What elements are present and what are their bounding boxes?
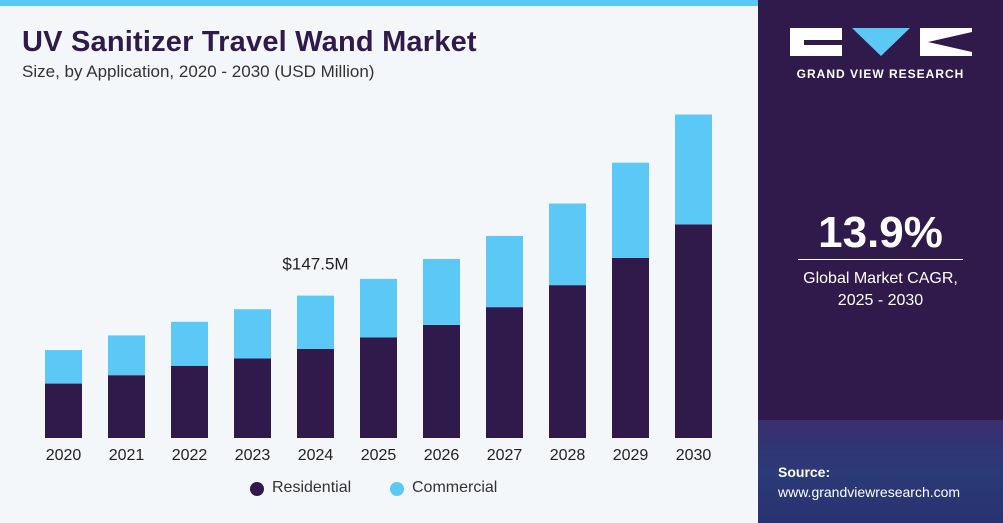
cagr-divider [798,259,963,260]
legend-label-residential: Residential [272,479,352,496]
bar-residential-2025 [360,337,397,438]
side-panel: GRAND VIEW RESEARCH 13.9% Global Market … [758,0,1003,523]
bar-commercial-2024 [297,295,334,350]
cagr-value: 13.9% [818,208,943,257]
bar-residential-2021 [108,375,145,438]
accent-bar [0,0,758,6]
side-panel-footer [758,420,1003,523]
chart-subtitle: Size, by Application, 2020 - 2030 (USD M… [22,62,375,81]
source-url: www.grandviewresearch.com [778,484,961,500]
bar-commercial-2030 [675,114,712,225]
bar-residential-2030 [675,224,712,438]
x-tick-label-2020: 2020 [46,447,82,464]
bar-residential-2028 [549,285,586,438]
x-tick-label-2029: 2029 [613,447,649,464]
bar-commercial-2022 [171,321,208,366]
bar-commercial-2023 [234,309,271,359]
legend-label-commercial: Commercial [412,479,498,496]
chart-legend: Residential Commercial [0,479,758,501]
bar-residential-2024 [297,349,334,438]
bar-commercial-2021 [108,335,145,376]
grand-view-research-logo [790,28,972,56]
cagr-label: Global Market CAGR, 2025 - 2030 [758,268,1003,312]
bar-residential-2020 [45,383,82,438]
x-tick-label-2025: 2025 [361,447,397,464]
x-tick-label-2021: 2021 [109,447,145,464]
x-tick-label-2023: 2023 [235,447,271,464]
x-tick-label-2028: 2028 [550,447,586,464]
bar-commercial-2025 [360,278,397,338]
bar-chart: 2020 2021 2022 2023 2024 2025 2026 2027 2028 2029… [45,114,712,464]
x-tick-label-2030: 2030 [676,447,712,464]
x-tick-label-2024: 2024 [298,447,334,464]
cagr-label-line1: Global Market CAGR, [803,270,958,287]
logo-wordmark: GRAND VIEW RESEARCH [796,67,965,81]
chart-title: UV Sanitizer Travel Wand Market [22,26,477,58]
bar-residential-2023 [234,358,271,438]
bar-commercial-2026 [423,258,460,325]
bar-commercial-2029 [612,162,649,258]
bar-residential-2022 [171,365,208,438]
bar-residential-2029 [612,257,649,438]
x-tick-label-2022: 2022 [172,447,208,464]
cagr-label-line2: 2025 - 2030 [837,292,924,309]
bar-residential-2027 [486,307,523,438]
x-tick-label-2027: 2027 [487,447,523,464]
chart-panel: UV Sanitizer Travel Wand Market Size, by… [0,0,758,523]
x-tick-label-2026: 2026 [424,447,460,464]
bar-commercial-2027 [486,235,523,308]
bar-residential-2026 [423,324,460,438]
source-label: Source: [778,464,831,480]
bar-commercial-2028 [549,203,586,286]
legend-swatch-commercial [390,482,404,496]
data-label-2024: $147.5M [282,255,348,274]
legend-swatch-residential [250,482,264,496]
bar-commercial-2020 [45,350,82,384]
